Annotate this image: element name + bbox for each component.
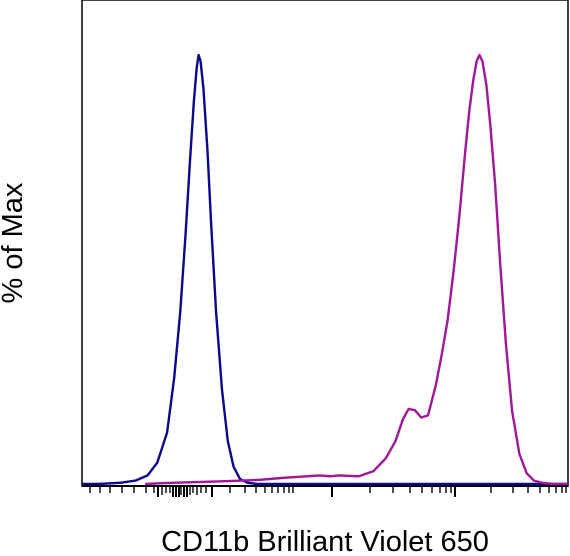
x-axis-ticks: [89, 487, 567, 497]
plot-frame: [81, 0, 569, 487]
y-axis-label: % of Max: [0, 182, 29, 303]
histogram-series-2: [145, 53, 568, 486]
x-axis-label: CD11b Brilliant Violet 650: [161, 526, 489, 556]
histogram-series-1: [82, 53, 568, 486]
series-layer: [82, 53, 568, 486]
